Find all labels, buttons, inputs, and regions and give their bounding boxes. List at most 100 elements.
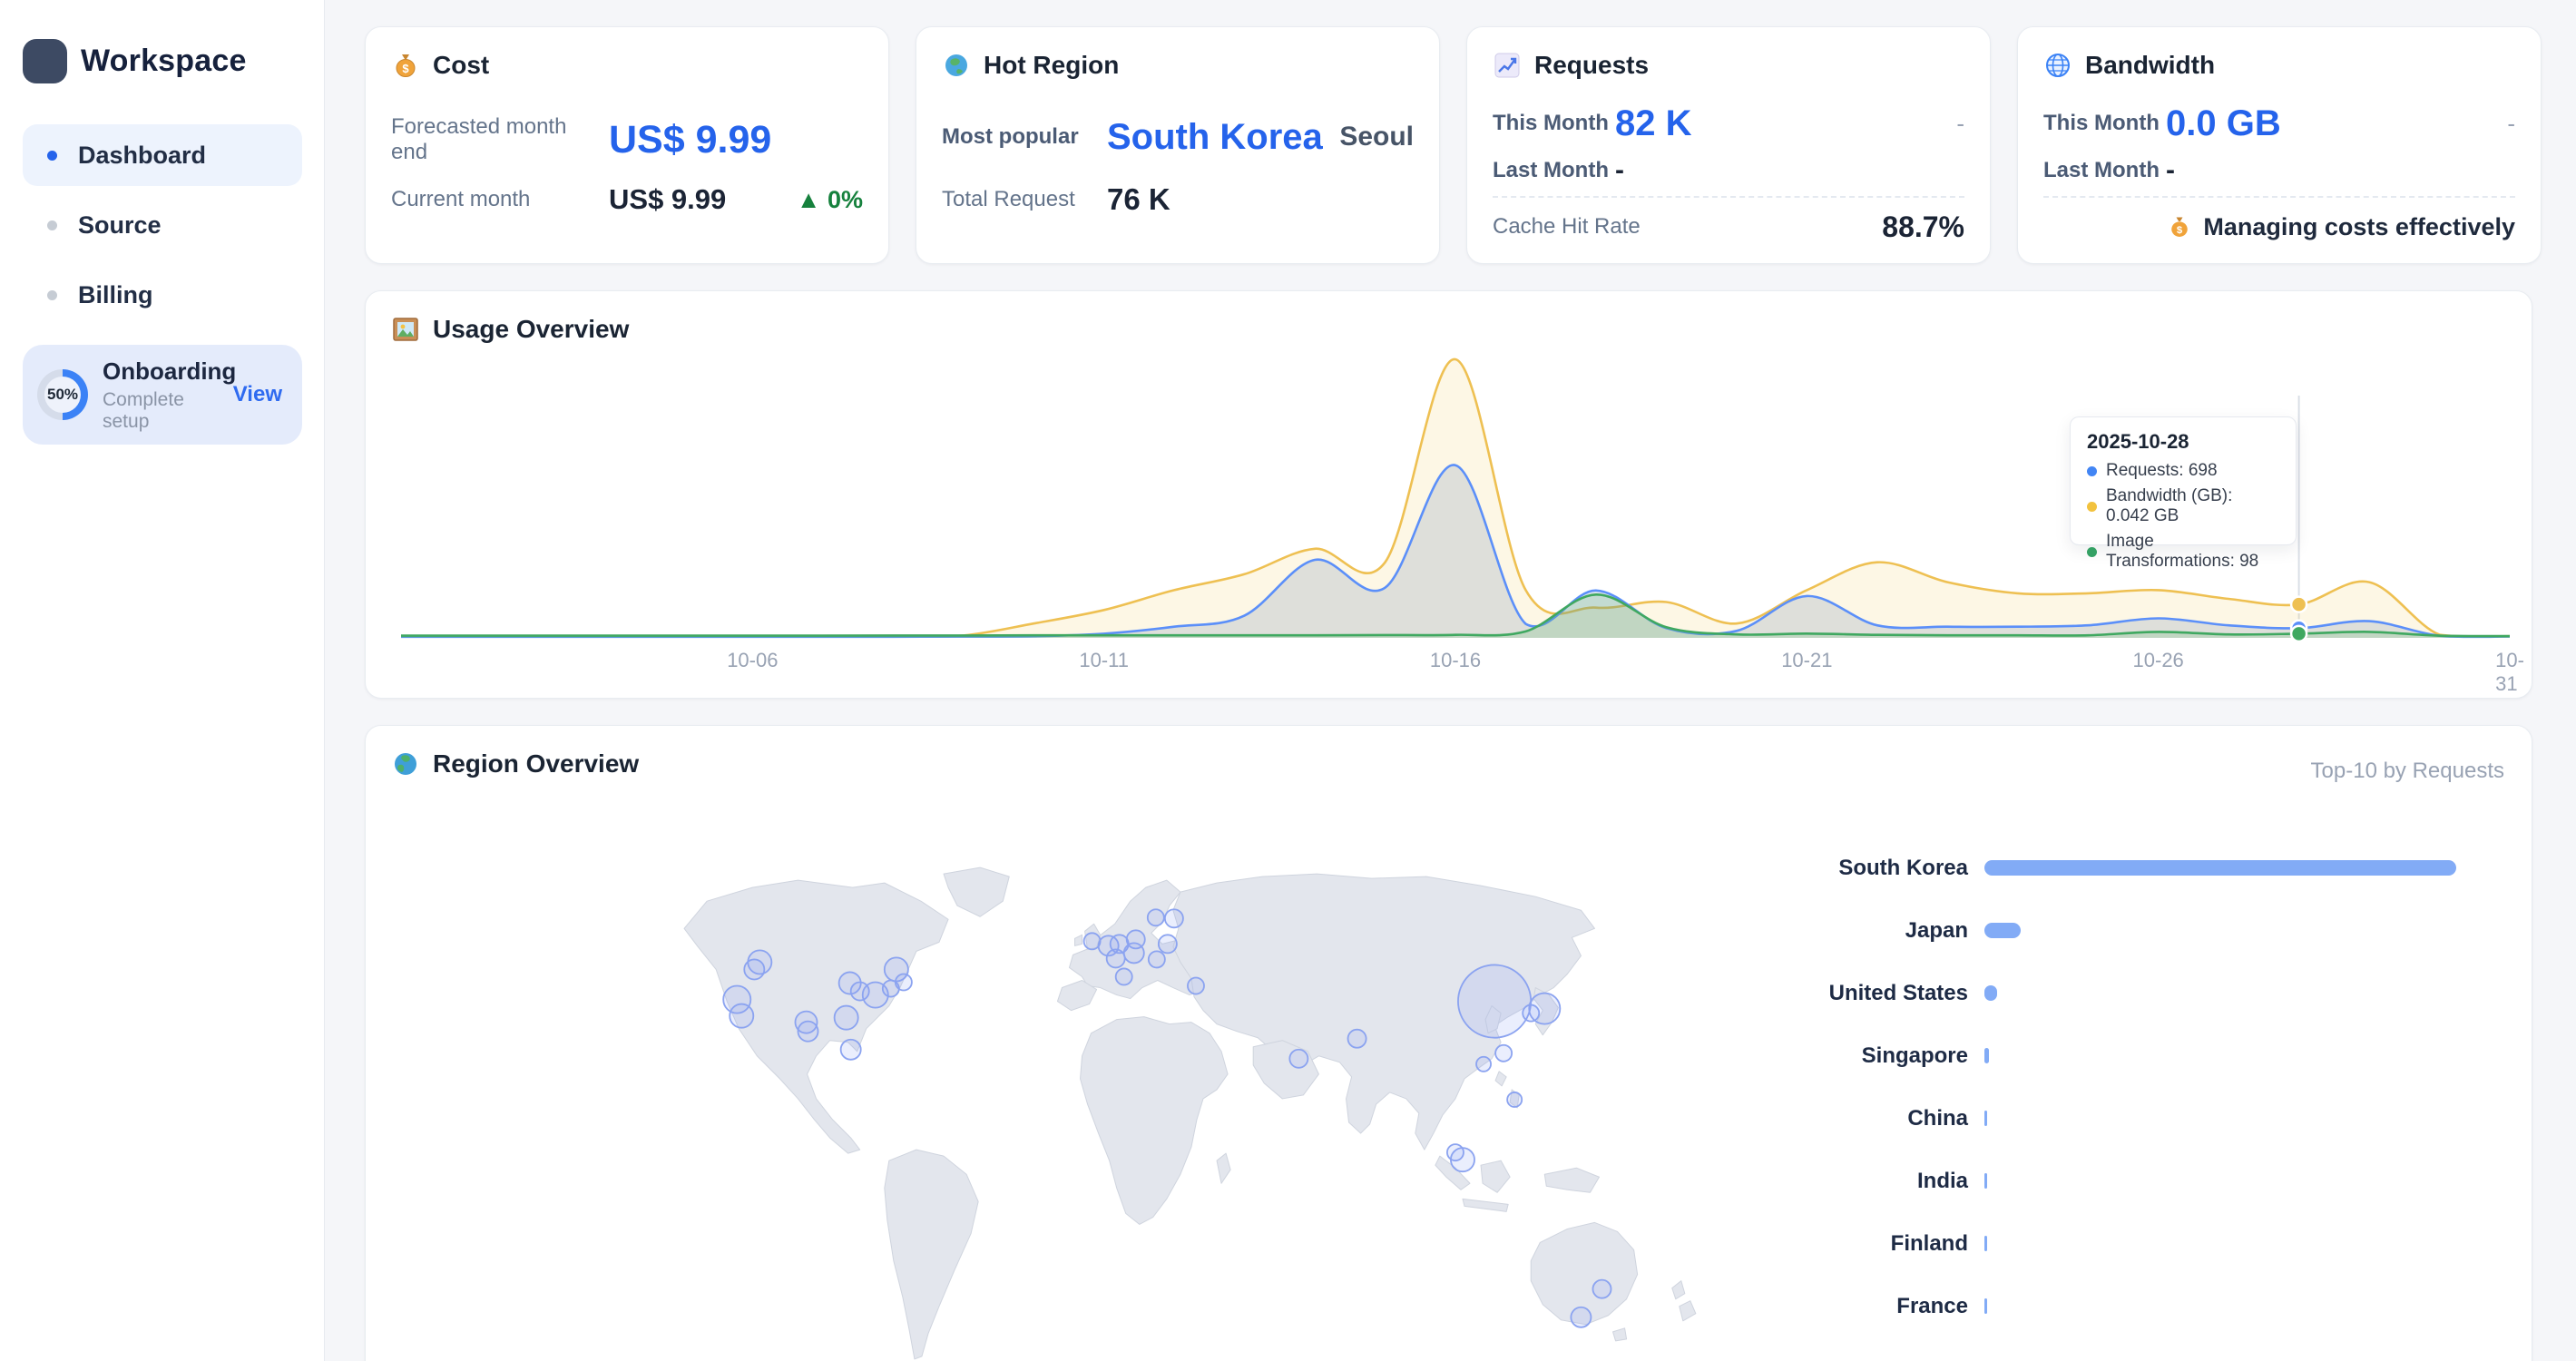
region-bar-row[interactable]: United States — [1709, 962, 2507, 1024]
traffic-marker — [1105, 948, 1126, 969]
cost-tip-note: $ Managing costs effectively — [2167, 213, 2515, 241]
region-bar-row[interactable]: India — [1709, 1150, 2507, 1212]
x-tick-label: 10-11 — [1079, 649, 1129, 671]
globe-europe-icon — [395, 753, 416, 775]
x-tick-label: 10-16 — [1429, 649, 1482, 671]
chart-up-icon — [1494, 53, 1520, 78]
sidebar-item-dashboard[interactable]: Dashboard — [23, 124, 302, 186]
current-month-label: Current month — [391, 187, 531, 211]
requests-card-title: Requests — [1493, 51, 1649, 80]
sidebar: Workspace Dashboard Source Billing 50% O… — [0, 0, 325, 1361]
svg-text:$: $ — [2177, 225, 2183, 236]
forecast-row: Forecasted month end US$ 9.99 — [391, 114, 863, 164]
traffic-marker — [1506, 1092, 1523, 1108]
traffic-marker — [1457, 964, 1533, 1039]
hot-region-card: Hot Region Most popular South Korea Seou… — [916, 26, 1440, 264]
region-bar — [1984, 1298, 1987, 1314]
bw-last-month-value: - — [2166, 155, 2175, 185]
total-request-row: Total Request 76 K — [942, 180, 1414, 220]
traffic-marker — [894, 973, 913, 992]
region-bar-row[interactable]: Singapore — [1709, 1024, 2507, 1087]
region-label: Singapore — [1861, 1043, 1968, 1068]
traffic-marker — [1146, 908, 1165, 927]
traffic-marker — [1157, 934, 1178, 955]
region-bar — [1984, 1111, 1987, 1126]
series-dot-icon — [2087, 546, 2097, 557]
last-month-row: Last Month - — [1493, 151, 1964, 191]
region-bar-row[interactable]: South Korea — [1709, 837, 2507, 899]
cost-card: $ Cost Forecasted month end US$ 9.99 Cur… — [365, 26, 889, 264]
traffic-marker — [849, 981, 870, 1002]
region-bar — [1984, 860, 2456, 876]
current-month-row: Current month US$ 9.99 ▲ 0% — [391, 180, 863, 220]
this-month-label: This Month — [1493, 111, 1609, 135]
region-overview-card: Region Overview Top-10 by Requests — [365, 725, 2532, 1361]
workspace-title: Workspace — [81, 43, 247, 78]
tooltip-row-text: Bandwidth (GB): 0.042 GB — [2106, 486, 2233, 525]
onboarding-subtitle: Complete setup — [103, 388, 184, 432]
last-month-value: - — [1615, 155, 1624, 185]
bw-last-month-label: Last Month — [2043, 158, 2160, 182]
hover-dot — [2289, 595, 2308, 613]
most-popular-value: South Korea — [1107, 116, 1323, 157]
usage-area-chart[interactable] — [387, 346, 2523, 654]
region-bar — [1984, 1173, 1987, 1189]
usage-line-image-transformations — [401, 592, 2511, 638]
tooltip-rows: Requests: 698 Bandwidth (GB): 0.042 GB Ima… — [2087, 461, 2279, 572]
tooltip-row: Requests: 698 — [2087, 461, 2279, 481]
most-popular-row: Most popular South Korea Seoul — [942, 113, 1414, 162]
sidebar-nav: Dashboard Source Billing — [23, 124, 302, 334]
region-label: Finland — [1890, 1230, 1968, 1256]
traffic-marker — [839, 1038, 862, 1061]
region-bar-row[interactable]: China — [1709, 1087, 2507, 1150]
money-bag-icon: $ — [396, 54, 416, 77]
traffic-marker — [1163, 908, 1184, 929]
requests-card: Requests This Month 82 K - Last Month - … — [1466, 26, 1991, 264]
usage-area-requests — [401, 465, 2510, 638]
usage-area-bandwidth-gb- — [401, 358, 2510, 638]
tooltip-row: Image Transformations: 98 — [2087, 532, 2279, 572]
sidebar-item-billing[interactable]: Billing — [23, 264, 302, 326]
region-bar — [1984, 985, 1998, 1001]
onboarding-card[interactable]: 50% Onboarding Complete setup View — [23, 345, 302, 445]
series-dot-icon — [2087, 465, 2097, 476]
region-bar-row[interactable]: Japan — [1709, 899, 2507, 962]
bw-this-month-row: This Month 0.0 GB - — [2043, 100, 2515, 147]
sidebar-item-label: Source — [78, 211, 162, 239]
region-overview-title: Region Overview — [391, 749, 639, 778]
tooltip-date: 2025-10-28 — [2087, 430, 2189, 453]
tooltip-row-text: Requests: 698 — [2106, 461, 2218, 480]
region-bar — [1984, 923, 2021, 938]
progress-ring: 50% — [37, 369, 88, 420]
traffic-marker — [833, 1004, 859, 1031]
onboarding-view-link[interactable]: View — [232, 382, 282, 406]
most-popular-label: Most popular — [942, 124, 1079, 149]
region-label: India — [1916, 1168, 1968, 1193]
traffic-marker — [1122, 942, 1145, 964]
region-bar-row[interactable]: France — [1709, 1275, 2507, 1337]
traffic-marker — [1450, 1147, 1475, 1173]
region-label: Japan — [1905, 917, 1968, 943]
hot-region-card-title: Hot Region — [942, 51, 1119, 80]
x-tick-label: 10-26 — [2132, 649, 2184, 671]
region-bar-row[interactable]: Finland — [1709, 1212, 2507, 1275]
usage-x-axis: 10-06 10-11 10-16 10-21 10-26 10-31 — [387, 649, 2524, 695]
tooltip-row-text: Image Transformations: 98 — [2106, 532, 2259, 571]
sidebar-item-label: Billing — [78, 280, 153, 308]
traffic-marker — [1347, 1028, 1367, 1049]
picture-icon — [393, 318, 418, 341]
traffic-marker — [722, 984, 752, 1014]
region-hint: Top-10 by Requests — [2310, 759, 2504, 783]
card-divider — [1493, 196, 1964, 198]
world-map-svg — [683, 867, 1697, 1360]
traffic-marker — [743, 958, 766, 981]
total-request-label: Total Request — [942, 187, 1075, 211]
sidebar-item-source[interactable]: Source — [23, 194, 302, 256]
continents — [683, 867, 1697, 1360]
region-label: United States — [1828, 980, 1968, 1005]
tooltip-row: Bandwidth (GB): 0.042 GB — [2087, 486, 2279, 526]
traffic-marker — [1522, 1004, 1541, 1023]
region-bar — [1984, 1048, 1989, 1063]
bw-this-month-value: 0.0 GB — [2166, 103, 2281, 143]
region-bar-list: South Korea Japan United States Singapore Ch… — [1709, 837, 2507, 1337]
